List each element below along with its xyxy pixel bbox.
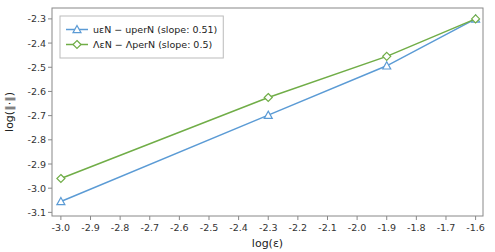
x-tick-label: -2.8 — [111, 222, 130, 233]
x-tick-label: -1.8 — [407, 222, 426, 233]
x-tick — [179, 216, 180, 220]
y-tick — [48, 18, 52, 19]
plot-frame — [52, 8, 483, 216]
x-tick-label: -1.6 — [466, 222, 485, 233]
x-tick-label: -2.0 — [348, 222, 367, 233]
y-tick — [48, 115, 52, 116]
x-tick — [386, 216, 387, 220]
point-marker — [383, 52, 391, 60]
x-tick-label: -2.7 — [140, 222, 159, 233]
x-tick — [238, 216, 239, 220]
y-tick-label: -3.0 — [27, 183, 46, 194]
y-tick — [48, 188, 52, 189]
data-area — [57, 15, 480, 205]
x-tick-label: -2.6 — [170, 222, 189, 233]
point-marker — [383, 62, 391, 69]
point-marker — [264, 93, 272, 101]
y-tick-label: -2.3 — [27, 13, 46, 24]
y-tick-label: -2.9 — [27, 159, 46, 170]
axes: -3.0 -2.9 -2.8 -2.7 -2.6 -2.5 -2.4 -2.3 -2.2 -2.1… — [27, 13, 484, 233]
legend-box — [60, 16, 223, 58]
point-marker — [472, 15, 480, 22]
x-tick-label: -2.9 — [81, 222, 100, 233]
chart: -3.0 -2.9 -2.8 -2.7 -2.6 -2.5 -2.4 -2.3 -2.2 -2.1… — [0, 0, 495, 252]
legend-marker — [73, 26, 81, 33]
legend-marker — [73, 41, 81, 49]
x-tick-label: -3.0 — [52, 222, 71, 233]
point-marker — [57, 175, 65, 183]
y-tick — [48, 164, 52, 165]
point-marker — [57, 197, 65, 204]
x-tick — [475, 216, 476, 220]
y-tick-label: -2.4 — [27, 38, 46, 49]
x-tick — [149, 216, 150, 220]
y-tick — [48, 43, 52, 44]
x-tick-label: -1.7 — [437, 222, 456, 233]
x-tick — [90, 216, 91, 220]
legend-label: ΛεN − ΛperN (slope: 0.5) — [93, 39, 212, 50]
x-tick — [60, 216, 61, 220]
x-tick-label: -2.5 — [200, 222, 219, 233]
x-tick — [416, 216, 417, 220]
y-tick-label: -3.1 — [27, 207, 46, 218]
y-tick-label: -2.6 — [27, 86, 46, 97]
chart-container: -3.0 -2.9 -2.8 -2.7 -2.6 -2.5 -2.4 -2.3 -2.2 -2.1… — [0, 0, 495, 252]
point-marker — [264, 111, 272, 118]
x-tick-label: -2.3 — [259, 222, 278, 233]
y-tick — [48, 139, 52, 140]
x-tick — [445, 216, 446, 220]
y-tick-label: -2.5 — [27, 62, 46, 73]
x-tick-label: -1.9 — [377, 222, 396, 233]
y-axis-label: log(‖·‖) — [3, 92, 16, 132]
legend-label: uεN − uperN (slope: 0.51) — [93, 24, 217, 35]
x-tick — [208, 216, 209, 220]
x-tick — [297, 216, 298, 220]
x-tick — [357, 216, 358, 220]
series-line — [61, 19, 476, 202]
x-tick-label: -2.2 — [289, 222, 308, 233]
x-tick-label: -2.1 — [318, 222, 337, 233]
series-line — [61, 19, 476, 179]
x-axis-label: log(ε) — [252, 237, 283, 250]
x-tick-label: -2.4 — [229, 222, 248, 233]
legend: uεN − uperN (slope: 0.51) ΛεN − ΛperN (sl… — [60, 16, 223, 58]
y-tick — [48, 67, 52, 68]
x-tick — [327, 216, 328, 220]
y-tick-label: -2.7 — [27, 110, 46, 121]
point-marker — [472, 15, 480, 23]
y-tick-label: -2.8 — [27, 134, 46, 145]
y-tick — [48, 91, 52, 92]
x-tick — [268, 216, 269, 220]
x-tick — [120, 216, 121, 220]
y-tick — [48, 212, 52, 213]
